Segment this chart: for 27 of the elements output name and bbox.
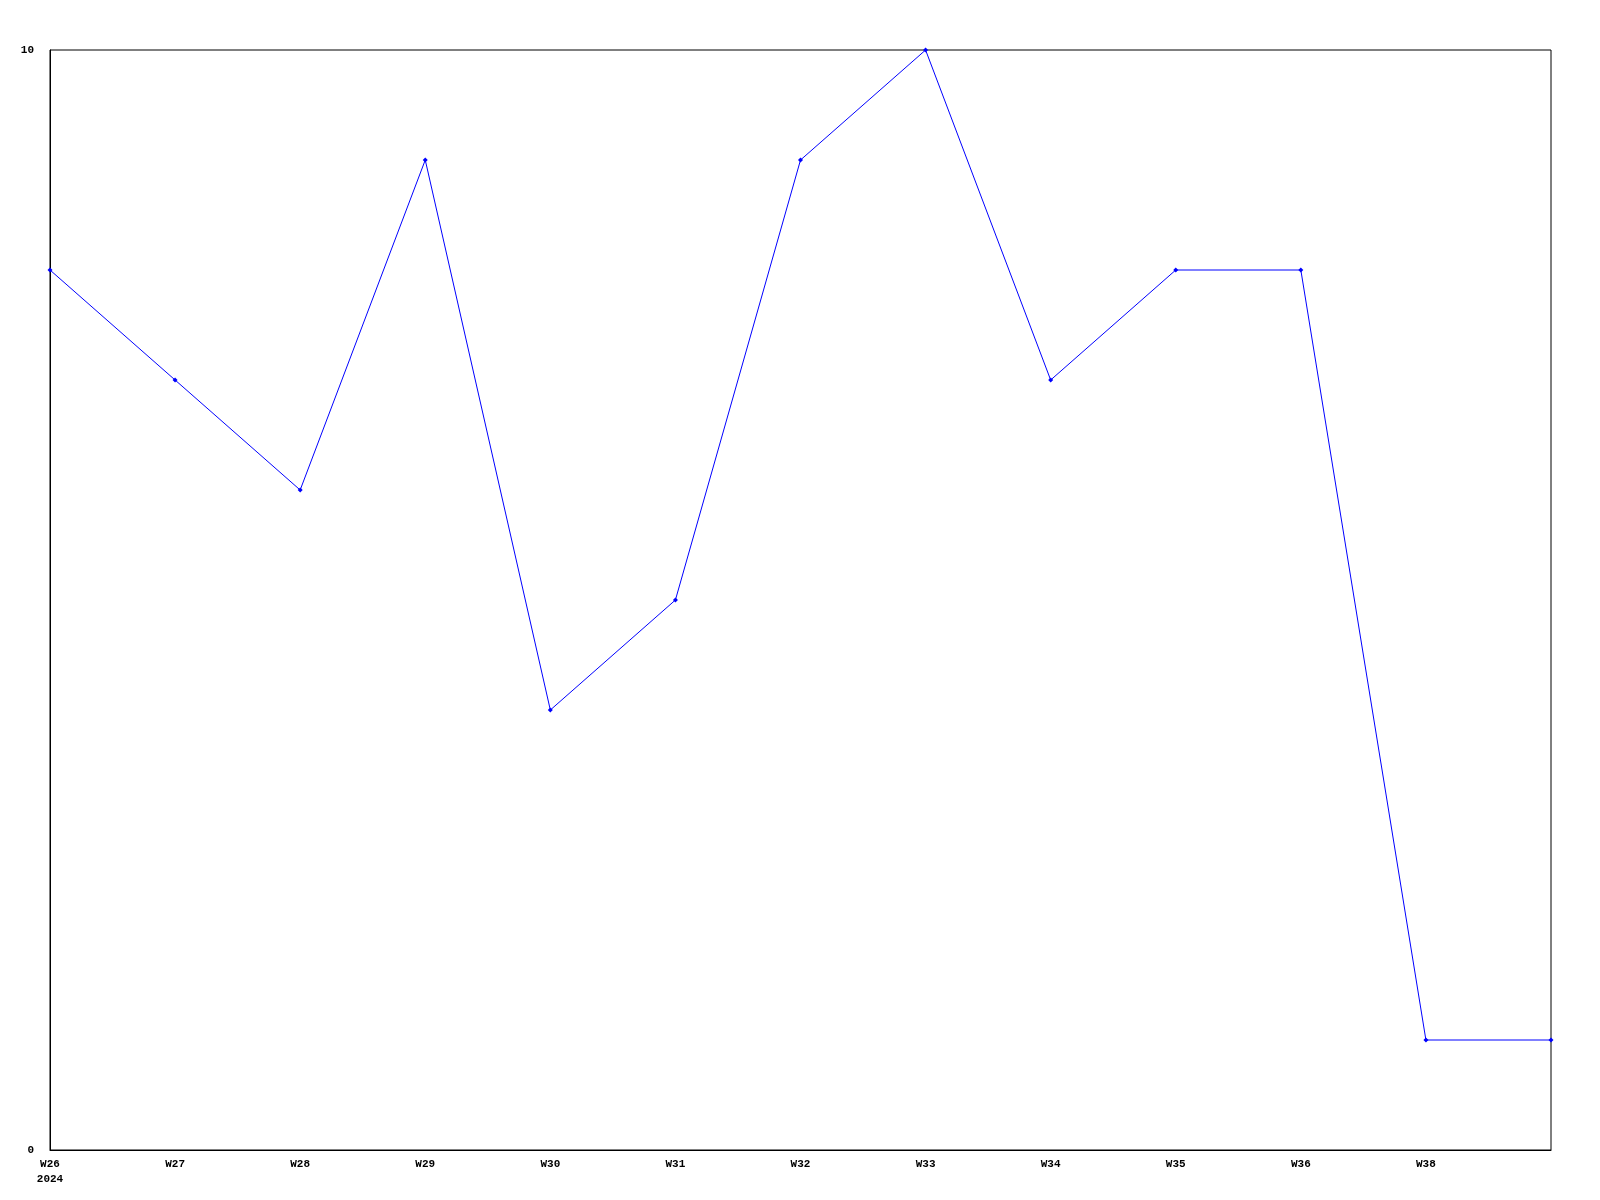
point — [1048, 377, 1054, 383]
point — [798, 157, 803, 163]
point — [1173, 267, 1179, 273]
point — [547, 707, 553, 713]
x-tick-label: W28 — [290, 1157, 311, 1170]
point — [172, 377, 178, 383]
y-tick-label: 0 — [27, 1144, 34, 1156]
x-tick-label: W29 — [415, 1157, 436, 1170]
point — [1298, 267, 1304, 273]
x-tick-label: W31 — [665, 1157, 686, 1170]
x-tick-label: W26 2024 — [36, 1157, 64, 1185]
x-tick-label: W36 — [1290, 1157, 1311, 1170]
point — [1548, 1037, 1554, 1043]
x-tick-label: W33 — [915, 1157, 936, 1170]
x-tick-label: W38 — [1416, 1157, 1437, 1170]
point — [1423, 1037, 1429, 1043]
x-tick-label: W34 — [1040, 1157, 1061, 1170]
point — [297, 487, 303, 493]
x-tick-label: W30 — [540, 1157, 561, 1170]
x-tick-label: W35 — [1165, 1157, 1187, 1170]
point — [923, 47, 929, 53]
point — [47, 267, 53, 273]
point — [672, 597, 678, 603]
x-tick-label: W27 — [165, 1157, 185, 1170]
y-tick-label: 10 — [20, 44, 34, 56]
point — [422, 157, 428, 163]
x-tick-label: W32 — [790, 1157, 811, 1170]
